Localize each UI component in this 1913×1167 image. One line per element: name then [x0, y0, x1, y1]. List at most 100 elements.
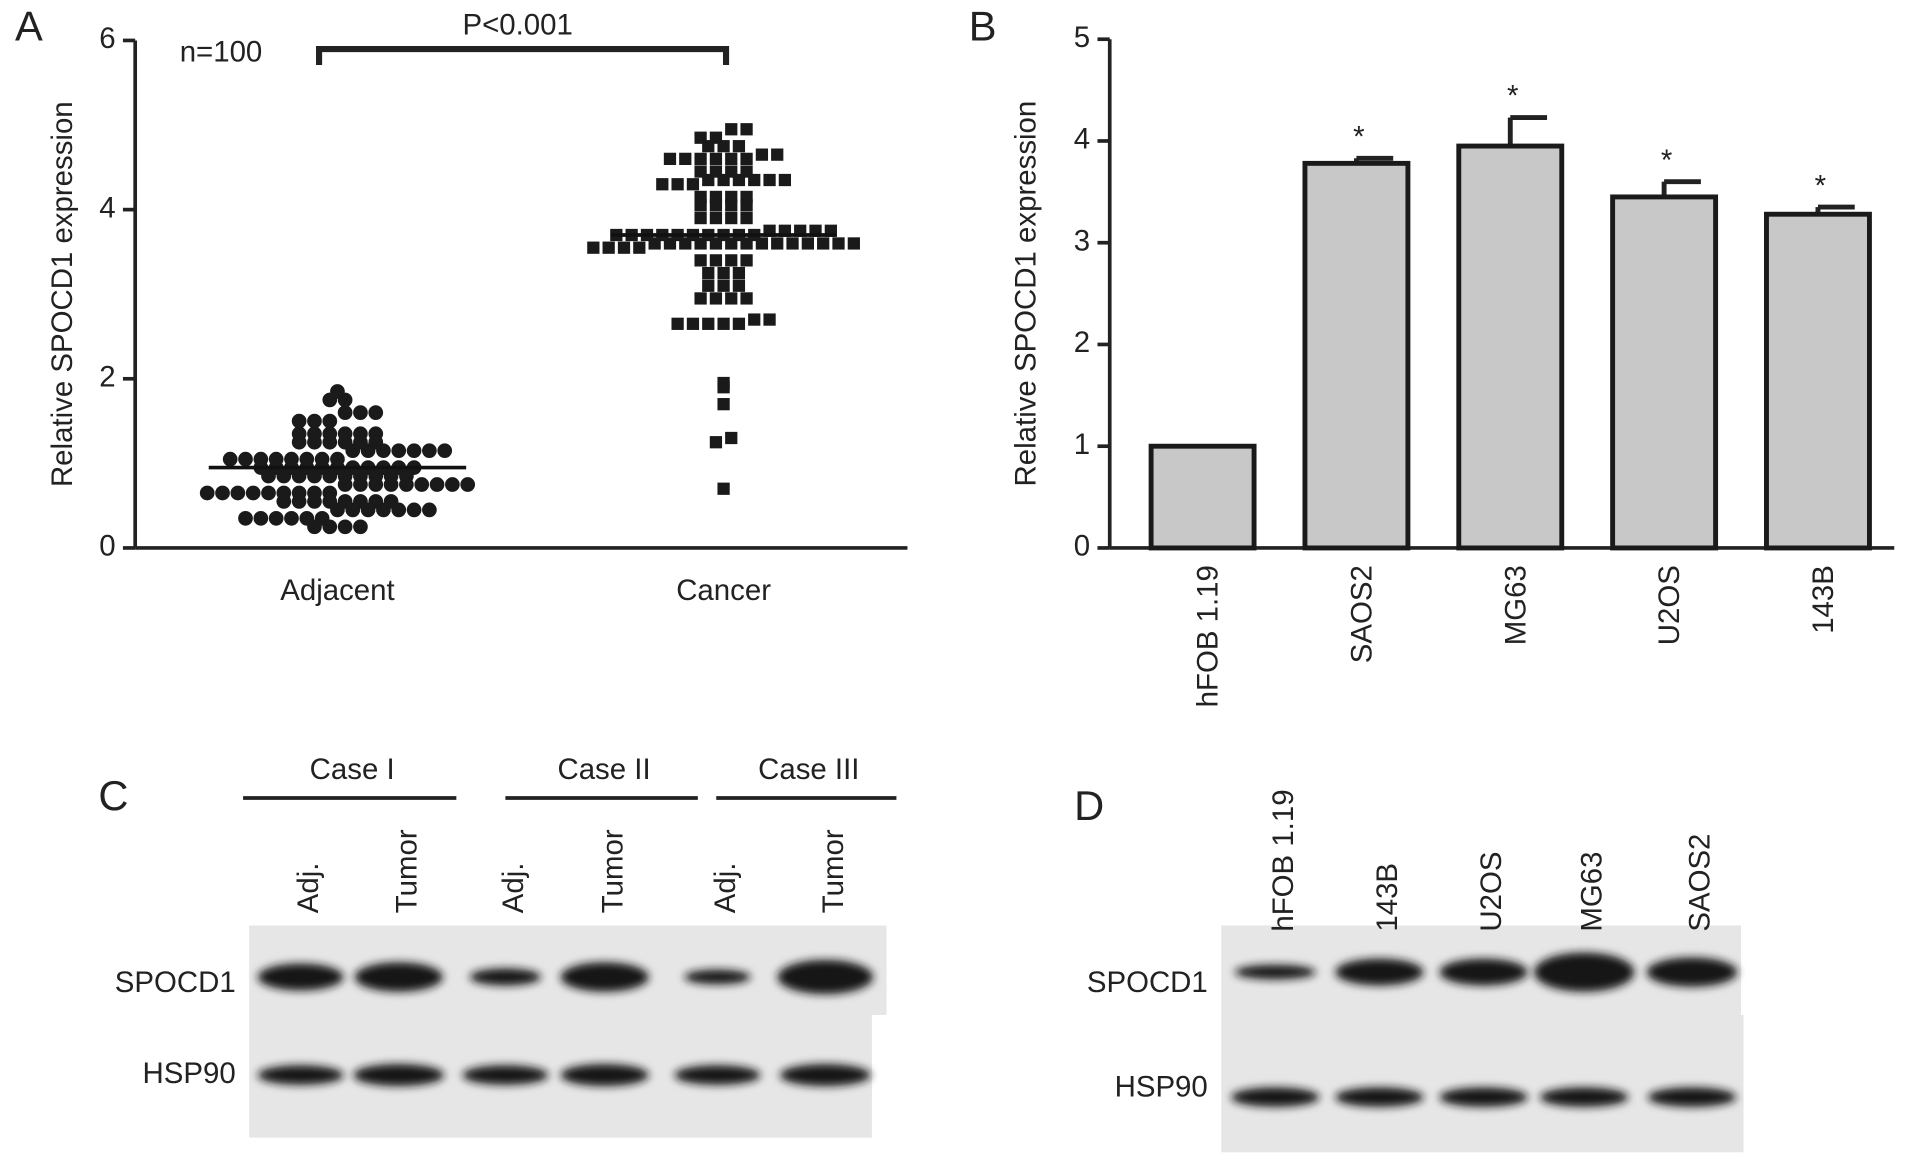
data-point: [307, 413, 322, 429]
data-point: [399, 477, 414, 492]
data-point: [360, 502, 376, 518]
data-point: [755, 237, 769, 250]
data-point: [702, 317, 715, 330]
panel-letter: B: [969, 2, 997, 49]
lane-label: Adj.: [709, 863, 742, 914]
data-point: [717, 140, 730, 153]
data-point: [817, 237, 830, 250]
bar: [1148, 443, 1257, 551]
data-point: [679, 152, 692, 165]
data-point: [663, 237, 677, 250]
significance-label: *: [1507, 80, 1518, 113]
data-point: [307, 468, 322, 484]
lane-label: Tumor: [817, 829, 850, 913]
data-point: [740, 199, 753, 212]
data-point: [322, 413, 338, 429]
row-label: SPOCD1: [115, 966, 236, 999]
data-point: [337, 477, 353, 492]
data-point: [725, 292, 738, 305]
data-point: [725, 152, 738, 165]
data-point: [732, 173, 746, 187]
data-point: [717, 482, 730, 495]
data-point: [307, 494, 322, 509]
data-point: [755, 148, 769, 161]
data-point: [702, 266, 715, 280]
blot-band: [469, 968, 541, 986]
panel-letter: A: [15, 2, 43, 49]
data-point: [376, 443, 391, 459]
data-point: [771, 148, 784, 161]
data-point: [725, 123, 738, 136]
data-point: [245, 485, 261, 501]
data-point: [422, 502, 437, 518]
blot-band: [1231, 1087, 1320, 1107]
data-point: [832, 237, 845, 250]
data-point: [771, 237, 784, 250]
data-point: [322, 519, 338, 535]
x-tick-label: SAOS2: [1346, 565, 1379, 663]
blot-band: [1439, 1087, 1528, 1107]
data-point: [702, 140, 715, 153]
blot-image: [1221, 1014, 1744, 1153]
data-point: [383, 477, 399, 492]
data-point: [291, 468, 307, 484]
group-label: Case III: [758, 753, 859, 786]
bracket-label: P<0.001: [462, 9, 572, 42]
data-point: [215, 485, 230, 501]
data-point: [694, 211, 707, 225]
data-point: [732, 140, 746, 153]
y-tick-label: 4: [1074, 123, 1090, 156]
data-point: [345, 443, 361, 459]
data-point: [717, 266, 730, 280]
blot-band: [1439, 958, 1528, 986]
lane-label: Adj.: [292, 863, 325, 914]
data-point: [748, 173, 761, 187]
data-point: [725, 431, 738, 445]
data-point: [740, 254, 753, 267]
data-point: [717, 173, 730, 187]
data-point: [732, 266, 746, 280]
data-point: [709, 292, 723, 305]
data-point: [238, 510, 253, 526]
data-point: [694, 237, 707, 250]
data-point: [679, 237, 692, 250]
bar: [1302, 160, 1411, 551]
data-point: [686, 178, 700, 191]
data-point: [360, 443, 376, 459]
data-point: [709, 199, 723, 212]
bar: [1456, 143, 1565, 551]
group-label: Case I: [310, 753, 395, 786]
blot-band: [684, 969, 751, 985]
data-point: [406, 443, 422, 459]
blot-band: [779, 1064, 871, 1087]
data-point: [268, 510, 284, 526]
data-point: [725, 199, 738, 212]
data-point: [291, 413, 307, 429]
data-point: [740, 152, 753, 165]
data-point: [786, 237, 799, 250]
data-point: [732, 317, 746, 330]
data-point: [345, 502, 361, 518]
significance-label: *: [1353, 120, 1364, 153]
y-tick-label: 3: [1074, 224, 1090, 257]
y-tick-label: 4: [99, 191, 115, 224]
y-tick-label: 5: [1074, 21, 1090, 54]
bar: [1764, 211, 1872, 551]
lane-label: Tumor: [390, 829, 423, 913]
x-tick-label: hFOB 1.19: [1192, 565, 1225, 707]
y-tick-label: 2: [1074, 326, 1090, 359]
group-label: Case II: [557, 753, 650, 786]
data-point: [429, 477, 445, 492]
blot-band: [674, 1065, 761, 1085]
blot-band: [353, 1064, 445, 1087]
data-point: [725, 237, 738, 250]
data-point: [709, 152, 723, 165]
x-tick-label: U2OS: [1653, 565, 1686, 645]
data-point: [671, 178, 684, 191]
row-label: HSP90: [143, 1057, 236, 1090]
data-point: [717, 317, 730, 330]
data-point: [694, 152, 707, 165]
data-point: [709, 254, 723, 267]
data-point: [199, 485, 215, 501]
y-tick-label: 6: [99, 22, 115, 55]
